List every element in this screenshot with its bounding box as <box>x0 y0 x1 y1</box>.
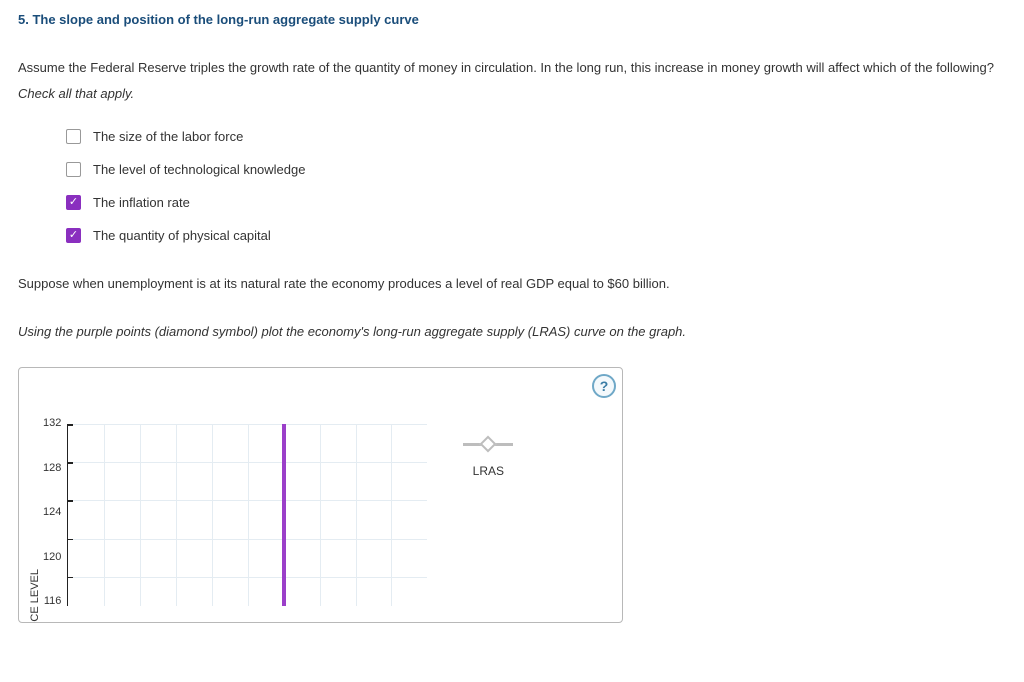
checkbox-0[interactable] <box>66 129 81 144</box>
graph-body: CE LEVEL 132 128 124 120 116 LRAS <box>27 424 614 614</box>
grid-v <box>248 424 249 606</box>
paragraph-3: Using the purple points (diamond symbol)… <box>18 319 1006 345</box>
checkbox-group: The size of the labor force The level of… <box>66 129 1006 243</box>
y-tick-mark <box>67 539 73 541</box>
help-button[interactable]: ? <box>592 374 616 398</box>
option-label-3: The quantity of physical capital <box>93 228 271 243</box>
ytick-0: 132 <box>43 417 61 429</box>
lras-legend-handle[interactable] <box>463 438 513 450</box>
grid-h <box>68 462 427 463</box>
plot-area[interactable] <box>67 424 427 606</box>
grid-h <box>68 500 427 501</box>
grid-h <box>68 539 427 540</box>
option-row-2: ✓ The inflation rate <box>66 195 1006 210</box>
lras-line[interactable] <box>282 424 286 606</box>
y-tick-mark <box>67 577 73 579</box>
grid-h <box>68 577 427 578</box>
option-row-0: The size of the labor force <box>66 129 1006 144</box>
grid-v <box>212 424 213 606</box>
diamond-icon <box>480 436 497 453</box>
checkbox-2[interactable]: ✓ <box>66 195 81 210</box>
legend: LRAS <box>463 438 513 614</box>
checkbox-1[interactable] <box>66 162 81 177</box>
checkbox-3[interactable]: ✓ <box>66 228 81 243</box>
ytick-4: 116 <box>43 595 61 607</box>
grid-v <box>356 424 357 606</box>
y-tick-mark <box>67 424 73 426</box>
graph-panel: ? CE LEVEL 132 128 124 120 116 LRAS <box>18 367 623 623</box>
y-tick-mark <box>67 462 73 464</box>
legend-label: LRAS <box>463 464 513 478</box>
question-title: 5. The slope and position of the long-ru… <box>18 12 1006 27</box>
intro-instruction: Check all that apply. <box>18 86 134 101</box>
grid-v <box>176 424 177 606</box>
intro-text: Assume the Federal Reserve triples the g… <box>18 60 994 75</box>
ytick-3: 120 <box>43 551 61 563</box>
grid-v <box>104 424 105 606</box>
paragraph-2: Suppose when unemployment is at its natu… <box>18 271 1006 297</box>
grid-h <box>68 424 427 425</box>
plot-wrap <box>67 424 427 614</box>
ytick-2: 124 <box>43 506 61 518</box>
option-label-0: The size of the labor force <box>93 129 243 144</box>
option-label-2: The inflation rate <box>93 195 190 210</box>
grid-v <box>320 424 321 606</box>
y-axis-label: CE LEVEL <box>27 569 43 622</box>
ytick-1: 128 <box>43 462 61 474</box>
question-intro: Assume the Federal Reserve triples the g… <box>18 55 1006 107</box>
grid-v <box>140 424 141 606</box>
grid-v <box>391 424 392 606</box>
option-row-1: The level of technological knowledge <box>66 162 1006 177</box>
option-label-1: The level of technological knowledge <box>93 162 305 177</box>
y-tick-mark <box>67 500 73 502</box>
option-row-3: ✓ The quantity of physical capital <box>66 228 1006 243</box>
y-tick-labels: 132 128 124 120 116 <box>43 417 67 607</box>
